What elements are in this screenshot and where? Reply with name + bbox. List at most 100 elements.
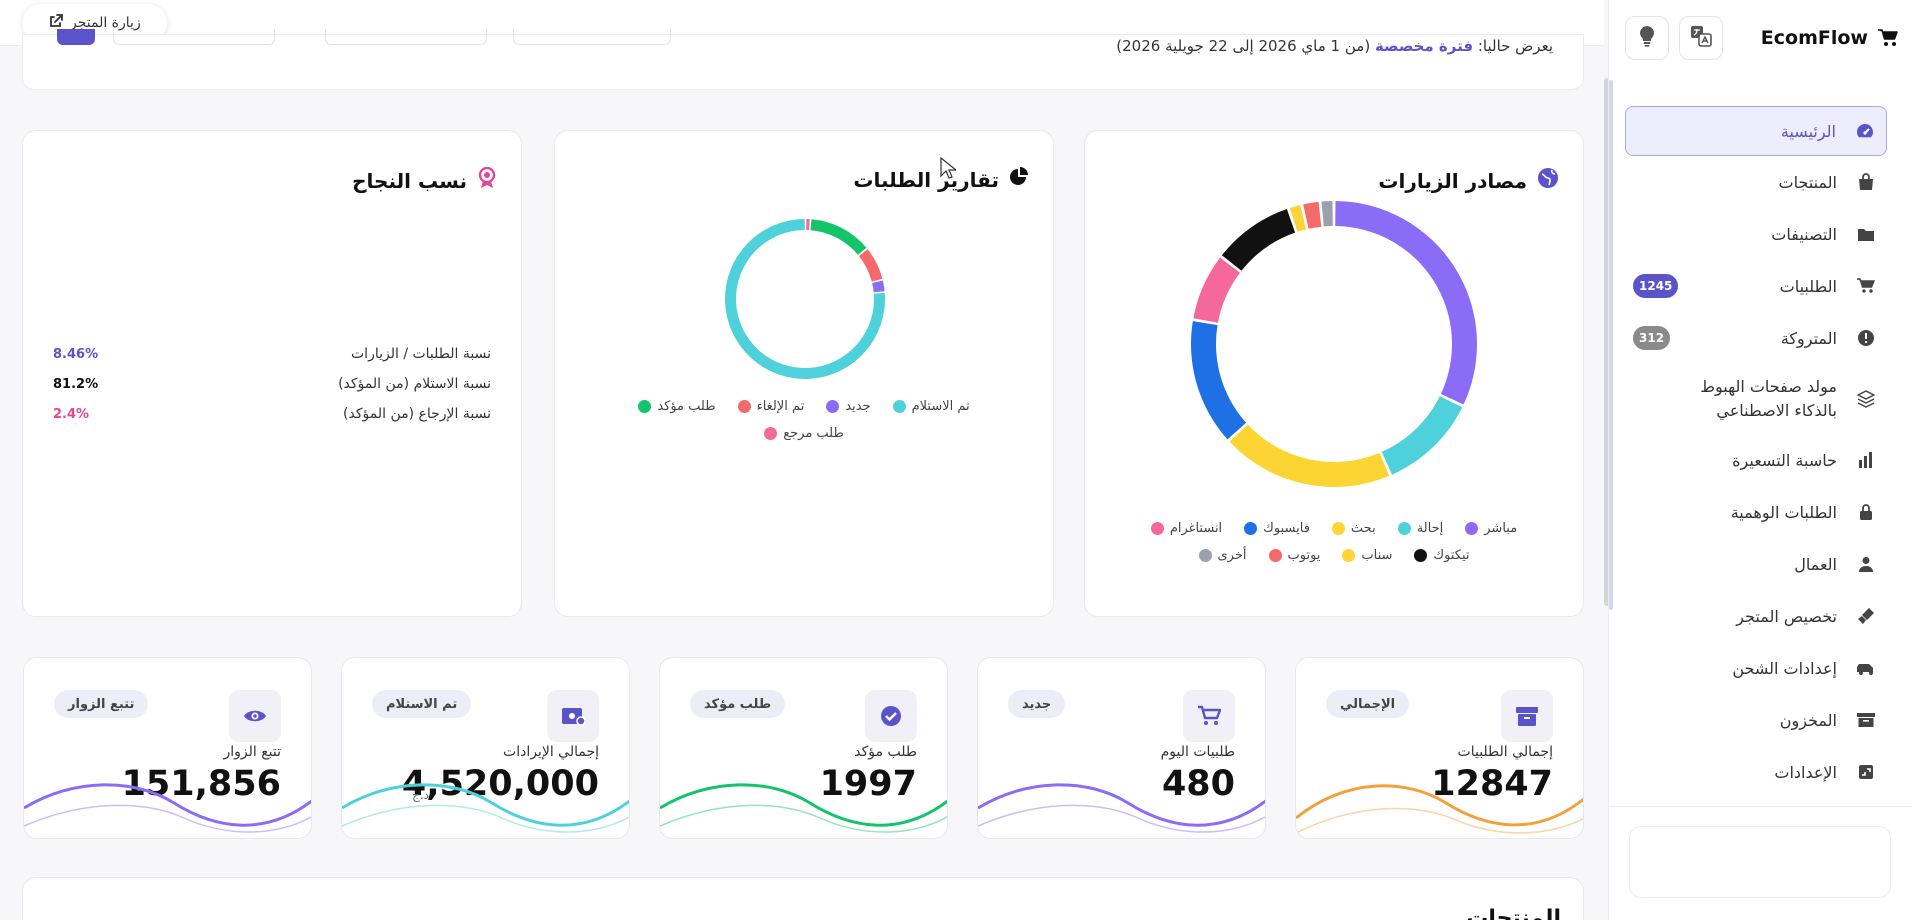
brand-name: EcomFlow <box>1760 27 1868 49</box>
user-icon <box>1855 556 1877 572</box>
legend-item[interactable]: تيكتوك <box>1414 548 1470 563</box>
sidebar-item-label: المخزون <box>1779 710 1837 730</box>
visit-store-label: زيارة المتجر <box>70 15 141 31</box>
legend-item[interactable]: تم الاستلام <box>892 399 970 414</box>
sidebar-item-label: تخصيص المتجر <box>1736 606 1837 626</box>
ratio-value: 8.46% <box>53 346 99 362</box>
legend-label: تم الاستلام <box>911 399 970 414</box>
sidebar-item-inventory[interactable]: المخزون <box>1625 694 1887 746</box>
success-rates-title: نسب النجاح <box>352 166 497 194</box>
donut-slice[interactable] <box>1193 257 1240 323</box>
legend-item[interactable]: يوتوب <box>1268 548 1321 563</box>
donut-slice[interactable] <box>1229 424 1390 487</box>
sidebar-item-orders[interactable]: الطلبيات 1245 <box>1625 260 1887 312</box>
legend-item[interactable]: طلب مؤكد <box>638 399 716 414</box>
date-to-input[interactable] <box>325 29 487 45</box>
legend-label: تيكتوك <box>1433 548 1470 563</box>
sidebar-scrollbar[interactable] <box>1609 80 1613 610</box>
legend-label: أخرى <box>1217 548 1247 563</box>
sidebar-item-label: حاسبة التسعيرة <box>1732 450 1837 470</box>
legend-dot <box>1397 522 1411 535</box>
ratio-value: 81.2% <box>53 376 99 392</box>
stat-label: إجمالي الطلبيات <box>1457 744 1553 760</box>
sidebar-item-shipping-settings[interactable]: إعدادات الشحن <box>1625 642 1887 694</box>
sidebar-item-label: العمال <box>1794 554 1837 574</box>
stat-value: 1997 <box>819 764 917 804</box>
legend-item[interactable]: بحث <box>1331 521 1376 536</box>
legend-dot <box>737 400 751 413</box>
sidebar-item-fake-orders[interactable]: الطلبات الوهمية <box>1625 486 1887 538</box>
donut-slice[interactable] <box>1303 201 1322 229</box>
legend-dot <box>1465 522 1479 535</box>
dashboard-icon <box>1854 123 1876 139</box>
donut-slice[interactable] <box>1335 201 1477 405</box>
sidebar-item-store-customization[interactable]: تخصيص المتجر <box>1625 590 1887 642</box>
legend-dot <box>1244 522 1258 535</box>
donut-slice[interactable] <box>858 249 883 282</box>
legend-label: انستاغرام <box>1169 521 1223 536</box>
orders-donut-chart <box>725 219 885 379</box>
sidebar-item-categories[interactable]: التصنيفات <box>1625 208 1887 260</box>
award-icon <box>477 166 497 194</box>
translate-button[interactable] <box>1679 16 1723 60</box>
legend-dot <box>1342 549 1356 562</box>
period-select[interactable] <box>513 29 671 45</box>
stat-pill: تم الاستلام <box>372 690 472 718</box>
ideas-button[interactable] <box>1625 16 1669 60</box>
stat-pill: الإجمالي <box>1326 690 1410 718</box>
legend-dot <box>1150 522 1164 535</box>
donut-slice[interactable] <box>1289 205 1307 232</box>
donut-slice[interactable] <box>1221 208 1296 271</box>
donut-slice[interactable] <box>806 219 810 231</box>
stat-pill: جديد <box>1008 690 1066 718</box>
products-title: المنتجات <box>1466 906 1561 920</box>
success-rates-card: نسب النجاح نسبة الطلبات / الزيارات 8.46%… <box>22 130 522 617</box>
main-scrollbar[interactable] <box>1604 78 1610 606</box>
legend-label: يوتوب <box>1287 548 1321 563</box>
sidebar-item-label: الطلبات الوهمية <box>1730 502 1837 522</box>
sidebar-item-label: الإعدادات <box>1774 762 1837 782</box>
sidebar-item-label: التصنيفات <box>1771 224 1837 244</box>
legend-item[interactable]: سناب <box>1342 548 1392 563</box>
brand[interactable]: EcomFlow <box>1761 16 1898 60</box>
date-from-input[interactable] <box>113 29 275 45</box>
sidebar-item-home[interactable]: الرئيسية <box>1625 106 1887 156</box>
legend-item[interactable]: جديد <box>826 399 871 414</box>
sidebar-item-label: المنتجات <box>1778 172 1838 192</box>
legend-item[interactable]: مباشر <box>1465 521 1517 536</box>
stat-pill: تتبع الزوار <box>54 690 149 718</box>
sidebar-item-settings[interactable]: الإعدادات <box>1625 746 1887 798</box>
sidebar-item-landing-generator[interactable]: مولد صفحات الهبوط بالذكاء الاصطناعي <box>1625 364 1887 434</box>
sidebar-divider <box>1609 806 1912 807</box>
legend-item[interactable]: تم الإلغاء <box>737 399 804 414</box>
success-rates-title-text: نسب النجاح <box>352 168 467 193</box>
globe-icon <box>1537 167 1559 194</box>
sidebar-item-pricing-calculator[interactable]: حاسبة التسعيرة <box>1625 434 1887 486</box>
sidebar-item-label: الرئيسية <box>1780 121 1836 141</box>
sidebar-item-label: المتروكة <box>1780 328 1837 348</box>
orders-legend: تم الاستلام جديد تم الإلغاء طلب مؤكد طلب مرج… <box>615 399 993 441</box>
stat-card-revenue: تم الاستلام إجمالي الإيرادات 4,520,000 د… <box>341 657 630 839</box>
donut-slice[interactable] <box>1381 396 1463 475</box>
archive-icon <box>1855 712 1877 728</box>
legend-item[interactable]: أخرى <box>1198 548 1247 563</box>
filter-prefix: يعرض حاليا: <box>1477 37 1553 55</box>
stat-value: 151,856 <box>121 764 281 804</box>
apply-filter-button[interactable] <box>57 29 95 45</box>
legend-item[interactable]: إحالة <box>1397 521 1443 536</box>
donut-slice[interactable] <box>810 219 867 255</box>
donut-slice[interactable] <box>1321 201 1333 227</box>
sidebar-item-workers[interactable]: العمال <box>1625 538 1887 590</box>
sidebar-item-products[interactable]: المنتجات <box>1625 156 1887 208</box>
legend-item[interactable]: انستاغرام <box>1150 521 1223 536</box>
stat-label: طلبيات اليوم <box>1160 744 1235 760</box>
sidebar-item-label: الطلبيات <box>1779 276 1837 296</box>
legend-item[interactable]: طلب مرجع <box>764 426 844 441</box>
sidebar-item-abandoned[interactable]: المتروكة 312 <box>1625 312 1887 364</box>
donut-slice[interactable] <box>872 280 885 293</box>
legend-label: طلب مؤكد <box>657 399 716 414</box>
legend-item[interactable]: فايسبوك <box>1244 521 1310 536</box>
legend-label: جديد <box>845 399 871 414</box>
donut-slice[interactable] <box>1191 321 1247 440</box>
sidebar-nav: الرئيسية المنتجات التصنيفات الطلبيات 124… <box>1625 106 1887 798</box>
